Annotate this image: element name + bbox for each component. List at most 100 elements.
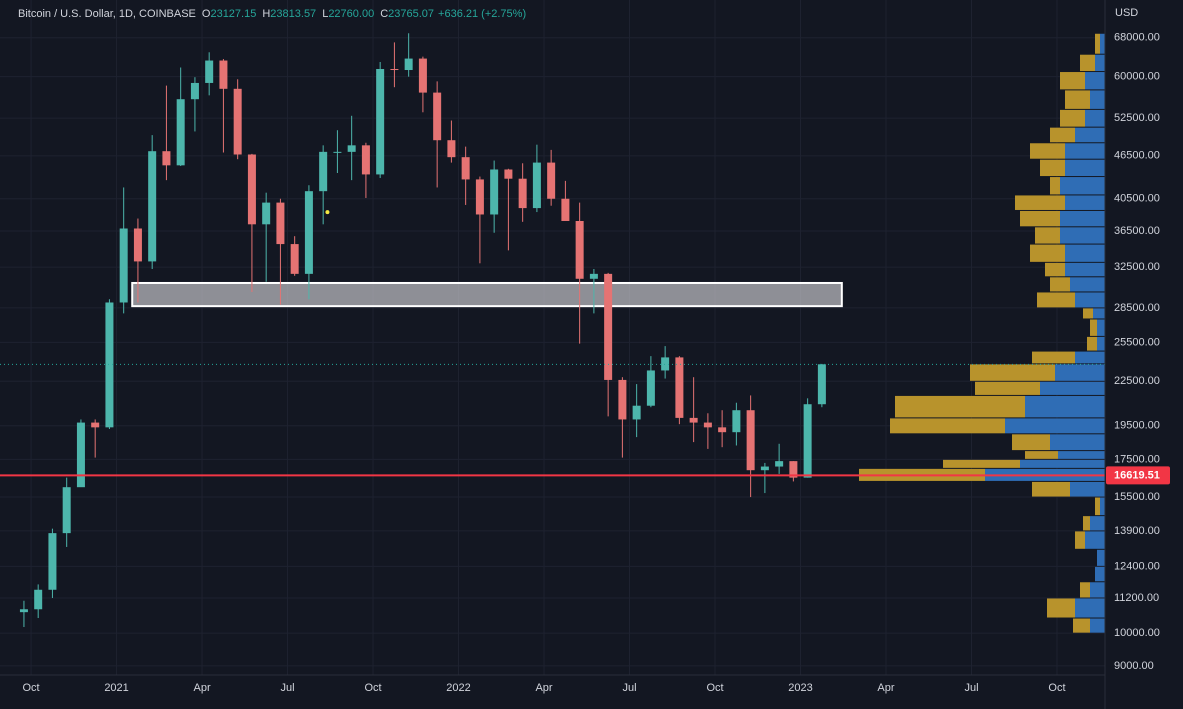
candle-body: [490, 169, 499, 215]
candle-body: [518, 178, 527, 209]
volume-up: [1085, 72, 1105, 90]
ohlc-value: 23127.15: [210, 8, 256, 20]
x-tick-label: Oct: [364, 682, 381, 694]
candle-body: [19, 609, 28, 613]
candle-body: [304, 191, 313, 274]
volume-down: [975, 381, 1040, 395]
candle-body: [48, 533, 57, 590]
volume-down: [1050, 127, 1075, 143]
y-tick-label: 19500.00: [1114, 420, 1160, 432]
candle-body: [475, 179, 484, 215]
candle-body: [646, 370, 655, 406]
volume-down: [1060, 72, 1085, 90]
volume-down: [1095, 497, 1100, 516]
candle-body: [262, 202, 271, 225]
candle-body: [575, 220, 584, 279]
candle-body: [376, 69, 385, 175]
volume-up: [1085, 531, 1105, 549]
volume-down: [1060, 109, 1085, 127]
ohlc-value: 22760.00: [328, 8, 374, 20]
y-tick-label: 52500.00: [1114, 112, 1160, 124]
candle-body: [34, 589, 43, 610]
volume-up: [1055, 364, 1105, 381]
volume-up: [1065, 195, 1105, 210]
candle-body: [133, 228, 142, 262]
y-tick-label: 32500.00: [1114, 261, 1160, 273]
volume-down: [1025, 451, 1058, 459]
volume-down: [1030, 244, 1065, 262]
candle-body: [319, 151, 328, 192]
candle-body: [461, 157, 470, 180]
volume-down: [1075, 531, 1085, 549]
candle-body: [789, 461, 798, 478]
candle-body: [418, 58, 427, 93]
currency: USD: [1115, 7, 1138, 19]
volume-up: [1100, 33, 1105, 54]
volume-down: [1083, 308, 1093, 319]
volume-down: [1032, 351, 1075, 364]
candle-body: [290, 244, 299, 274]
candle-body: [689, 417, 698, 423]
volume-up: [1095, 54, 1105, 72]
volume-down: [1073, 618, 1090, 633]
volume-down: [1045, 262, 1065, 277]
price-label-box: [1106, 466, 1170, 485]
candle-body: [361, 145, 370, 175]
candle-body: [604, 273, 613, 380]
zone: [131, 281, 843, 308]
x-tick-label: 2023: [788, 682, 812, 694]
x-tick-label: Jul: [281, 682, 295, 694]
volume-up: [1097, 336, 1105, 351]
candle-body: [276, 202, 285, 245]
y-tick-label: 17500.00: [1114, 453, 1160, 465]
candle-body: [532, 162, 541, 209]
candle-body: [675, 357, 684, 418]
volume-down: [1020, 210, 1060, 227]
volume-up: [1070, 481, 1105, 497]
volume-down: [1035, 227, 1060, 244]
candle-body: [547, 162, 556, 199]
volume-down: [890, 418, 1005, 434]
price-label: 16619.51: [1114, 469, 1160, 481]
volume-down: [1050, 177, 1060, 195]
volume-down: [1080, 54, 1095, 72]
volume-up: [1075, 351, 1105, 364]
x-tick-label: Jul: [622, 682, 636, 694]
candle-body: [347, 145, 356, 152]
candle-body: [447, 140, 456, 158]
volume-down: [970, 364, 1055, 381]
y-tick-label: 10000.00: [1114, 627, 1160, 639]
header: Bitcoin / U.S. Dollar, 1D, COINBASE O2312…: [18, 8, 526, 20]
marker: [325, 210, 330, 215]
volume-up: [1065, 244, 1105, 262]
ohlc-value: 23813.57: [270, 8, 316, 20]
volume-down: [1065, 90, 1090, 109]
candle-body: [162, 151, 171, 166]
candle-body: [433, 92, 442, 141]
candle-body: [247, 154, 256, 225]
y-tick-label: 25500.00: [1114, 336, 1160, 348]
volume-up: [1065, 262, 1105, 277]
y-tick-label: 11200.00: [1114, 592, 1159, 604]
candle-body: [205, 60, 214, 83]
x-tick-label: Apr: [877, 682, 894, 694]
candle-body: [390, 69, 399, 71]
plot: [0, 33, 1105, 633]
y-tick-label: 28500.00: [1114, 302, 1160, 314]
volume-up: [1060, 177, 1105, 195]
x-tick-label: Oct: [706, 682, 723, 694]
volume-up: [1095, 566, 1105, 582]
volume-up: [1025, 395, 1105, 418]
candle-body: [233, 88, 242, 155]
volume-down: [895, 395, 1025, 418]
y-tick-label: 36500.00: [1114, 225, 1160, 237]
candle-body: [760, 466, 769, 471]
candle-body: [803, 404, 812, 478]
candle-body: [404, 58, 413, 71]
volume-up: [1090, 582, 1105, 598]
candle-body: [190, 82, 199, 100]
volume-up: [1090, 90, 1105, 109]
y-tick-label: 40500.00: [1114, 193, 1160, 205]
